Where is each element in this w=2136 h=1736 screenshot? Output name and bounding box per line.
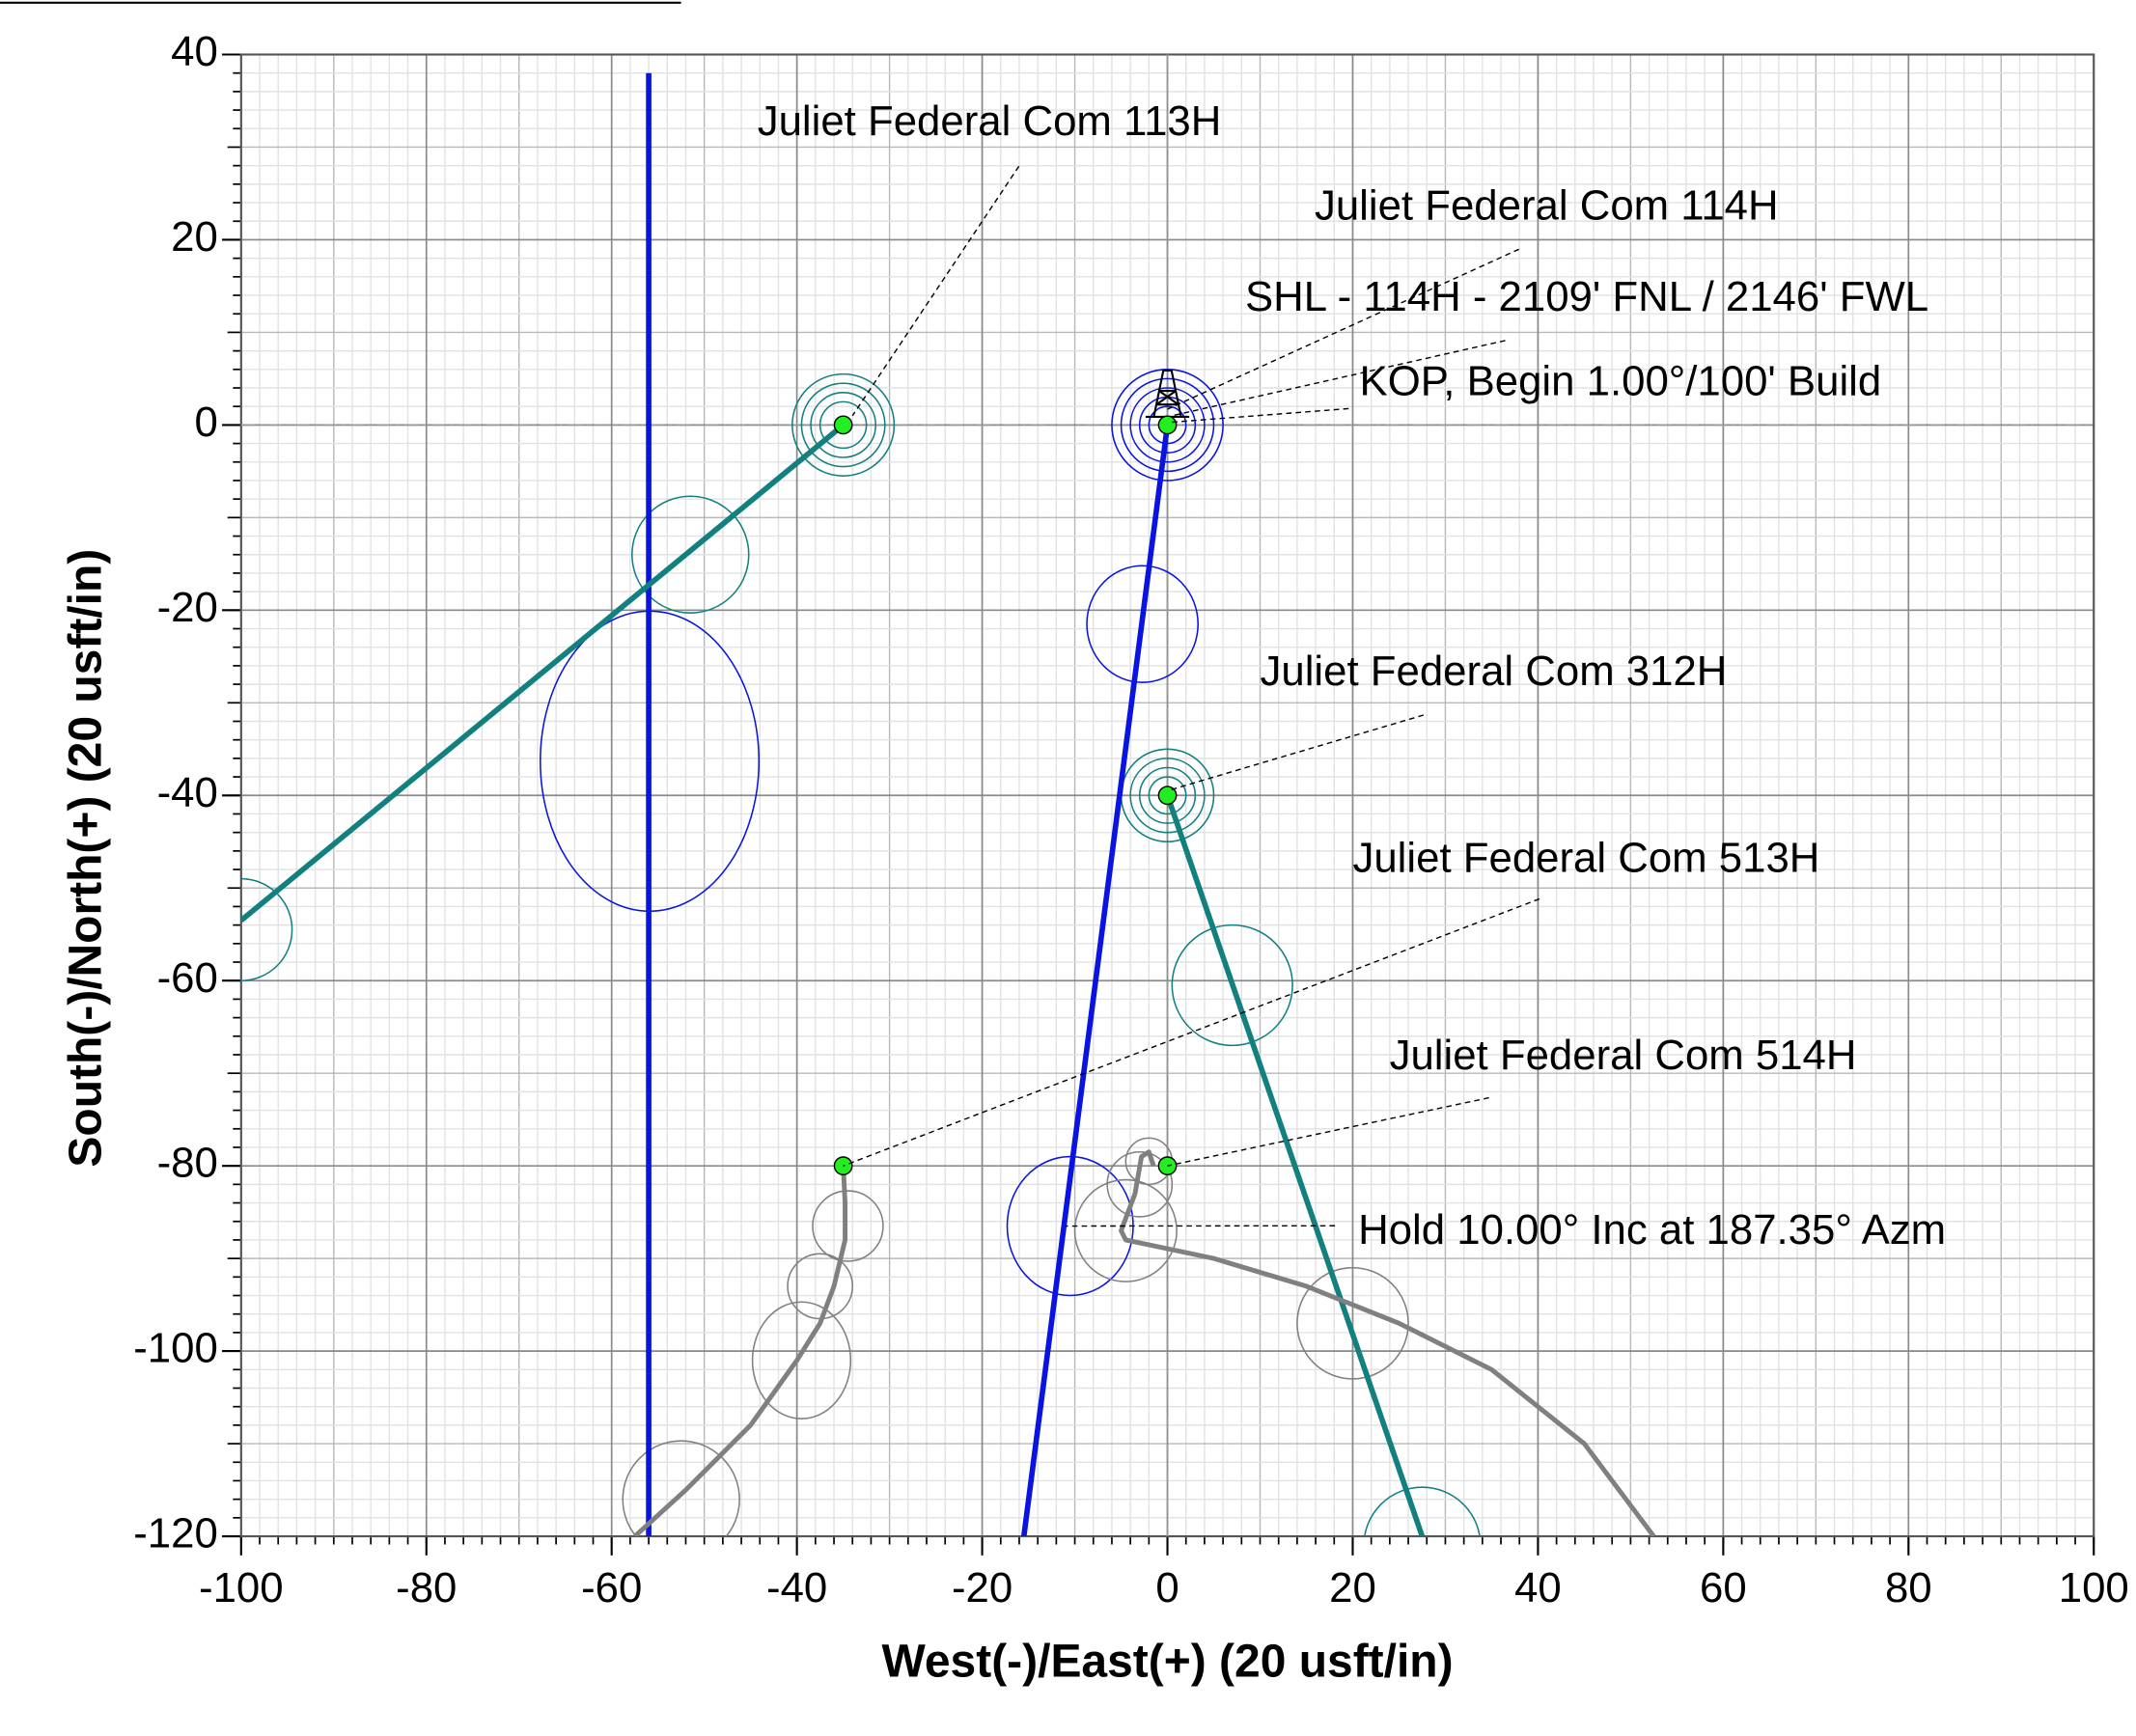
annotation: KOP, Begin 1.00°/100' Build [1360, 358, 1882, 405]
uncertainty-ellipse [1148, 776, 1187, 815]
uncertainty-ellipse [800, 382, 886, 468]
well-point [833, 415, 853, 435]
uncertainty-ellipse [1296, 1266, 1409, 1380]
uncertainty-ellipse [622, 1440, 740, 1537]
y-tick-label: 40 [171, 28, 218, 75]
leader-line [851, 165, 1020, 417]
y-tick-label: -120 [133, 1510, 218, 1557]
y-axis-label: South(-)/North(+) (20 usft/in) [60, 549, 111, 1168]
x-tick-label: 0 [1155, 1564, 1179, 1612]
x-tick-label: -60 [581, 1564, 642, 1612]
uncertainty-ellipse [812, 1190, 884, 1262]
uncertainty-ellipse [791, 372, 896, 477]
annotation: SHL - 114H - 2109' FNL / 2146' FWL [1245, 273, 1928, 320]
marks [240, 54, 2094, 1537]
uncertainty-ellipse [751, 1301, 852, 1419]
x-tick-label: 40 [1514, 1564, 1562, 1612]
leader-line [1167, 714, 1425, 792]
x-tick-label: 20 [1329, 1564, 1376, 1612]
well-path [633, 1166, 848, 1537]
well-point [1157, 785, 1178, 806]
x-tick-label: -20 [952, 1564, 1013, 1612]
uncertainty-ellipse [1106, 1150, 1174, 1218]
leader-line [1172, 407, 1349, 424]
labels: -100 -80 -60 -40 -20 0 20 40 60 80 100 -120 -100 -80 -… [133, 28, 2129, 1612]
annotation: Juliet Federal Com 513H [1352, 835, 1819, 882]
annotation: Juliet Federal Com 114H [1315, 182, 1779, 230]
leader-line [843, 897, 1540, 1167]
annotation: Hold 10.00° Inc at 187.35° Azm [1358, 1206, 1946, 1254]
well-path [240, 423, 846, 923]
x-tick-label: 60 [1700, 1564, 1747, 1612]
leader-line [1167, 248, 1519, 410]
well-path [1119, 1149, 1656, 1537]
uncertainty-ellipse [818, 400, 868, 450]
well-path [1164, 794, 1426, 1537]
uncertainty-ellipse [1073, 1178, 1178, 1282]
annotation: Juliet Federal Com 514H [1390, 1032, 1857, 1079]
uncertainty-ellipse [1120, 377, 1215, 473]
uncertainty-ellipse [240, 877, 293, 981]
uncertainty-ellipse [1129, 387, 1206, 463]
x-tick-label: 80 [1885, 1564, 1932, 1612]
y-tick-label: 20 [171, 213, 218, 261]
well-point [1157, 415, 1178, 435]
annotation: Juliet Federal Com 113H [758, 97, 1222, 145]
y-tick-label: -100 [133, 1325, 218, 1372]
annotation: Juliet Federal Com 312H [1261, 648, 1728, 695]
y-tick-label: -40 [157, 769, 218, 816]
leader-line [1167, 1096, 1489, 1167]
x-tick-label: -40 [766, 1564, 827, 1612]
x-axis-label: West(-)/East(+) (20 usft/in) [881, 1636, 1453, 1687]
y-tick-label: -80 [157, 1140, 218, 1187]
x-tick-label: 100 [2059, 1564, 2129, 1612]
y-tick-label: -60 [157, 954, 218, 1002]
uncertainty-ellipse [810, 392, 876, 458]
y-tick-label: -20 [157, 584, 218, 631]
uncertainty-ellipse [1086, 565, 1199, 683]
uncertainty-ellipse [1171, 923, 1293, 1047]
uncertainty-ellipse [1129, 758, 1206, 834]
uncertainty-ellipse [1363, 1486, 1481, 1537]
uncertainty-ellipse [631, 495, 750, 614]
uncertainty-ellipse [1111, 369, 1224, 482]
y-tick-label: 0 [194, 399, 217, 446]
x-tick-label: -100 [199, 1564, 284, 1612]
x-tick-label: -80 [396, 1564, 457, 1612]
uncertainty-ellipse [1138, 766, 1197, 824]
well-path [1020, 425, 1171, 1537]
